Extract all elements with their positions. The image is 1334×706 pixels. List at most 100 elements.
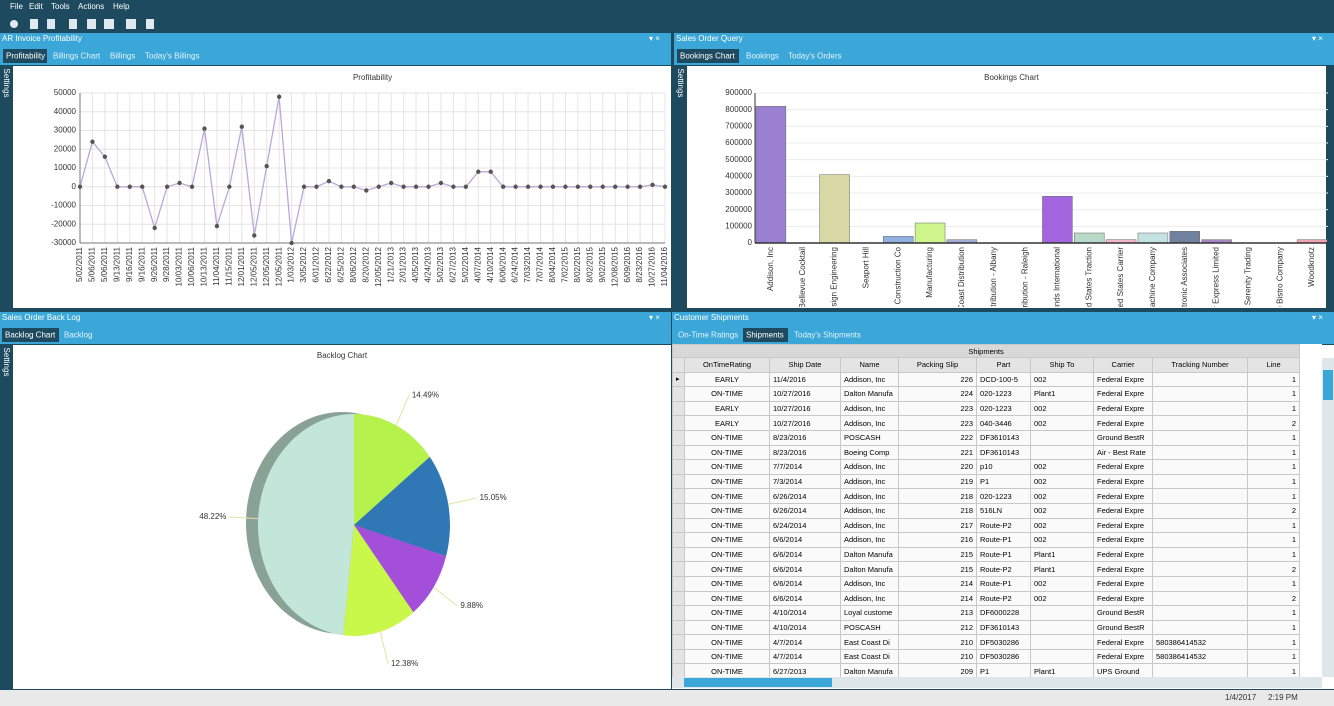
menu-item[interactable]: Tools (51, 2, 70, 11)
icon[interactable] (146, 19, 154, 29)
x-tick-label: 9/02/2015 (598, 246, 607, 282)
menu-item[interactable]: File (10, 2, 23, 11)
tab[interactable]: Today's Billings (145, 52, 199, 61)
cell: 223 (898, 415, 977, 431)
column-header[interactable]: Name (840, 357, 899, 373)
table-row[interactable]: ON-TIME 8/23/2016 POSCASH 222 DF3610143 Groun… (672, 429, 1301, 446)
cell (1152, 444, 1248, 461)
table-row[interactable]: ▸ EARLY 11/4/2016 Addison, Inc 226 DCD-100-5 0… (672, 371, 1301, 388)
icon[interactable] (47, 19, 55, 29)
tab-active[interactable] (743, 328, 788, 342)
x-tick-label: Ensign Engineering (830, 247, 839, 316)
point (140, 184, 145, 189)
table-row[interactable]: EARLY 10/27/2016 Addison, Inc 223 020-1223 00… (672, 400, 1301, 417)
icon[interactable] (30, 19, 38, 29)
tab[interactable]: Profitability (6, 52, 45, 61)
table-row[interactable]: ON-TIME 6/6/2014 Dalton Manufa 215 Route-P2 P… (672, 561, 1301, 577)
cell: 1 (1246, 619, 1301, 636)
x-labels: Addison, Inc Bellevue Cocktail Ensign Engi… (766, 246, 1316, 316)
cell: 10/27/2016 (769, 400, 841, 417)
x-tick-label: 8/02/2015 (585, 246, 594, 282)
cell: 002 (1030, 532, 1094, 548)
tab[interactable]: Bookings (746, 52, 779, 61)
tab[interactable]: Today's Shipments (794, 331, 861, 340)
table-row[interactable]: ON-TIME 8/23/2016 Boeing Comp 221 DF3610143 A… (672, 444, 1301, 461)
table-row[interactable]: ON-TIME 4/10/2014 POSCASH 212 DF3610143 Groun… (672, 619, 1301, 636)
menu-item[interactable]: Help (113, 2, 130, 11)
cell: 212 (898, 619, 977, 636)
icon[interactable] (126, 19, 136, 29)
tab-active[interactable] (677, 49, 739, 63)
cell: Federal Expre (1093, 488, 1153, 504)
pie-slice (257, 414, 354, 636)
cell (1152, 415, 1248, 431)
tab-active[interactable] (3, 49, 47, 63)
table-row[interactable]: ON-TIME 4/10/2014 Loyal custome 213 DF600022… (672, 605, 1301, 621)
column-header[interactable]: Line (1246, 357, 1301, 373)
point (438, 180, 444, 186)
bar (755, 106, 787, 244)
row-selector (672, 473, 685, 490)
tab[interactable]: Bookings Chart (680, 52, 735, 61)
bar (1042, 196, 1073, 244)
cell: Federal Expre (1093, 590, 1153, 607)
column-header[interactable]: Part (976, 357, 1031, 373)
cell (1030, 444, 1094, 461)
point (227, 184, 232, 189)
row-selector (672, 502, 685, 519)
icon[interactable] (69, 19, 77, 29)
cell: ON-TIME (684, 561, 770, 577)
tab[interactable]: Shipments (746, 331, 784, 340)
bar (1137, 232, 1169, 244)
settings-label[interactable]: Settings (2, 69, 11, 98)
menu-item[interactable]: Actions (78, 2, 104, 11)
column-header[interactable]: Packing Slip (898, 357, 977, 373)
table-row[interactable]: ON-TIME 6/26/2014 Addison, Inc 218 020-1223 0… (672, 488, 1301, 504)
tab[interactable]: Today's Orders (788, 52, 842, 61)
pie-slice (354, 456, 450, 557)
tab[interactable]: Billings (110, 52, 135, 61)
x-tick-label: 4/10/2014 (486, 246, 495, 282)
tab-active[interactable] (2, 328, 59, 342)
icon[interactable] (10, 20, 18, 28)
menu-item[interactable]: Edit (29, 2, 44, 11)
y-tick-label: 20000 (54, 144, 77, 153)
x-tick-label: 11/04/2011 (212, 246, 221, 285)
table-row[interactable]: EARLY 10/27/2016 Addison, Inc 223 040-3446 00… (672, 415, 1301, 431)
cell: ON-TIME (684, 429, 770, 446)
grid-caption: Shipments (672, 344, 1301, 358)
column-header[interactable]: Ship To (1030, 357, 1094, 373)
column-header[interactable]: Carrier (1093, 357, 1153, 373)
tab[interactable]: On-Time Ratings (678, 331, 738, 340)
table-row[interactable]: ON-TIME 7/3/2014 Addison, Inc 219 P1 002 Feder… (672, 473, 1301, 490)
table-row[interactable]: ON-TIME 6/6/2014 Dalton Manufa 215 Route-P1 P… (672, 546, 1301, 563)
column-header[interactable]: OnTimeRating (684, 357, 770, 373)
tab[interactable]: Billings Chart (53, 52, 101, 61)
table-row[interactable]: ON-TIME 6/27/2013 Dalton Manufa 209 P1 Plant1… (672, 663, 1301, 677)
column-header[interactable]: Ship Date (769, 357, 841, 373)
table-row[interactable]: ON-TIME 6/6/2014 Addison, Inc 214 Route-P1 00… (672, 575, 1301, 592)
point (152, 225, 157, 231)
cell: Federal Expre (1093, 415, 1153, 431)
column-header[interactable]: Tracking Number (1152, 357, 1248, 373)
x-tick-label: 10/27/2016 (648, 246, 657, 287)
x-tick-label: Coast Distribution (957, 247, 966, 310)
table-row[interactable]: ON-TIME 6/26/2014 Addison, Inc 218 516LN 002 F… (672, 502, 1301, 519)
icon[interactable] (87, 19, 96, 29)
table-row[interactable]: ON-TIME 10/27/2016 Dalton Manufa 224 020-122… (672, 386, 1301, 402)
cell: p10 (976, 459, 1031, 475)
cell: 040-3446 (976, 415, 1031, 431)
settings-label[interactable]: Settings (676, 69, 685, 98)
icon[interactable] (104, 19, 114, 29)
cell: 6/6/2014 (769, 575, 841, 592)
table-row[interactable]: ON-TIME 6/6/2014 Addison, Inc 214 Route-P2 00… (672, 590, 1301, 607)
table-row[interactable]: ON-TIME 6/24/2014 Addison, Inc 217 Route-P2 0… (672, 517, 1301, 534)
tab[interactable]: Backlog Chart (5, 331, 56, 340)
table-row[interactable]: ON-TIME 7/7/2014 Addison, Inc 220 p10 002 Fede… (672, 459, 1301, 475)
point (189, 184, 195, 189)
table-row[interactable]: ON-TIME 6/6/2014 Addison, Inc 216 Route-P1 00… (672, 532, 1301, 548)
table-row[interactable]: ON-TIME 4/7/2014 East Coast Di 210 DF5030286… (672, 634, 1301, 650)
tab[interactable]: Backlog (64, 331, 92, 340)
settings-label[interactable]: Settings (2, 348, 11, 377)
table-row[interactable]: ON-TIME 4/7/2014 East Coast Di 210 DF5030286… (672, 648, 1301, 665)
